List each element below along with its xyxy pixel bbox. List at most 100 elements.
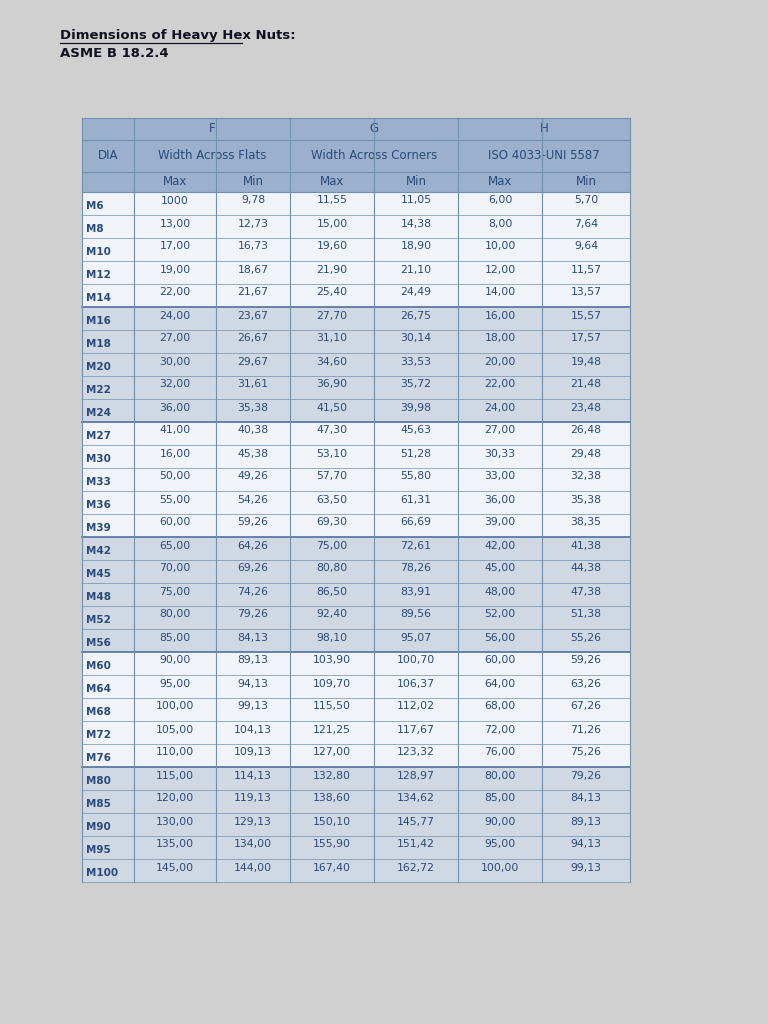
Text: 41,38: 41,38: [571, 541, 601, 551]
Text: 18,90: 18,90: [400, 242, 432, 252]
Text: 14,38: 14,38: [400, 218, 432, 228]
Text: M36: M36: [86, 500, 111, 510]
Text: 27,70: 27,70: [316, 310, 348, 321]
Text: 45,63: 45,63: [400, 426, 432, 435]
Text: 145,00: 145,00: [156, 862, 194, 872]
Text: M68: M68: [86, 707, 111, 717]
Text: M95: M95: [86, 845, 111, 855]
Text: M30: M30: [86, 454, 111, 464]
Text: 99,13: 99,13: [571, 862, 601, 872]
Text: 15,00: 15,00: [316, 218, 348, 228]
Text: M6: M6: [86, 201, 104, 211]
Text: 21,90: 21,90: [316, 264, 348, 274]
Text: 90,00: 90,00: [159, 655, 190, 666]
Text: 95,07: 95,07: [400, 633, 432, 642]
Bar: [82, 307, 630, 330]
Text: 44,38: 44,38: [571, 563, 601, 573]
Text: 80,00: 80,00: [159, 609, 190, 620]
Text: 32,00: 32,00: [160, 380, 190, 389]
Text: 50,00: 50,00: [159, 471, 190, 481]
Text: 70,00: 70,00: [159, 563, 190, 573]
Text: 78,26: 78,26: [400, 563, 432, 573]
Text: 30,00: 30,00: [159, 356, 190, 367]
Text: 24,00: 24,00: [485, 402, 515, 413]
Text: 11,57: 11,57: [571, 264, 601, 274]
Bar: [82, 514, 630, 537]
Text: 89,56: 89,56: [400, 609, 432, 620]
Text: 65,00: 65,00: [160, 541, 190, 551]
Text: 155,90: 155,90: [313, 840, 351, 850]
Bar: [82, 118, 630, 191]
Text: 66,69: 66,69: [400, 517, 432, 527]
Text: 23,67: 23,67: [237, 310, 269, 321]
Bar: [82, 606, 630, 629]
Text: 59,26: 59,26: [571, 655, 601, 666]
Text: Min: Min: [243, 175, 263, 188]
Text: 150,10: 150,10: [313, 816, 351, 826]
Text: M85: M85: [86, 799, 111, 809]
Text: 95,00: 95,00: [160, 679, 190, 688]
Text: 13,00: 13,00: [160, 218, 190, 228]
Text: 45,00: 45,00: [485, 563, 515, 573]
Text: 11,05: 11,05: [400, 196, 432, 206]
Text: H: H: [540, 122, 548, 135]
Text: M80: M80: [86, 776, 111, 785]
Bar: [82, 629, 630, 651]
Text: Width Across Corners: Width Across Corners: [311, 150, 437, 162]
Text: 117,67: 117,67: [397, 725, 435, 734]
Text: 27,00: 27,00: [160, 334, 190, 343]
Text: 33,00: 33,00: [485, 471, 515, 481]
Text: 9,78: 9,78: [241, 196, 265, 206]
Text: 69,30: 69,30: [316, 517, 348, 527]
Text: 45,38: 45,38: [237, 449, 269, 459]
Text: 83,91: 83,91: [400, 587, 432, 597]
Text: 13,57: 13,57: [571, 288, 601, 298]
Bar: [82, 238, 630, 261]
Text: Width Across Flats: Width Across Flats: [157, 150, 266, 162]
Text: M27: M27: [86, 431, 111, 440]
Text: 162,72: 162,72: [397, 862, 435, 872]
Text: 75,00: 75,00: [160, 587, 190, 597]
Text: 64,00: 64,00: [485, 679, 515, 688]
Text: 64,26: 64,26: [237, 541, 269, 551]
Text: 34,60: 34,60: [316, 356, 348, 367]
Bar: [82, 560, 630, 583]
Text: 31,10: 31,10: [316, 334, 348, 343]
Text: 36,90: 36,90: [316, 380, 348, 389]
Text: 94,13: 94,13: [237, 679, 269, 688]
Text: 79,26: 79,26: [571, 770, 601, 780]
Text: 39,00: 39,00: [485, 517, 515, 527]
Text: 18,67: 18,67: [237, 264, 269, 274]
Text: 17,57: 17,57: [571, 334, 601, 343]
Bar: [82, 284, 630, 307]
Text: 84,13: 84,13: [237, 633, 269, 642]
Text: M90: M90: [86, 821, 111, 831]
Text: 90,00: 90,00: [485, 816, 515, 826]
Text: 35,38: 35,38: [237, 402, 269, 413]
Text: M72: M72: [86, 730, 111, 739]
Bar: [82, 261, 630, 284]
Bar: [82, 743, 630, 767]
Text: 95,00: 95,00: [485, 840, 515, 850]
Text: 21,67: 21,67: [237, 288, 269, 298]
Text: 31,61: 31,61: [237, 380, 269, 389]
Text: 85,00: 85,00: [160, 633, 190, 642]
Text: 99,13: 99,13: [237, 701, 269, 712]
Text: 22,00: 22,00: [160, 288, 190, 298]
Bar: [82, 697, 630, 721]
Text: 47,30: 47,30: [316, 426, 348, 435]
Text: M42: M42: [86, 546, 111, 556]
Bar: [82, 790, 630, 813]
Text: 98,10: 98,10: [316, 633, 348, 642]
Text: 123,32: 123,32: [397, 748, 435, 758]
Bar: [82, 767, 630, 790]
Text: 55,00: 55,00: [160, 495, 190, 505]
Text: 5,70: 5,70: [574, 196, 598, 206]
Text: 103,90: 103,90: [313, 655, 351, 666]
Text: 9,64: 9,64: [574, 242, 598, 252]
Text: F: F: [209, 122, 215, 135]
Text: 68,00: 68,00: [485, 701, 515, 712]
Text: 32,38: 32,38: [571, 471, 601, 481]
Text: 100,00: 100,00: [156, 701, 194, 712]
Text: M56: M56: [86, 638, 111, 648]
